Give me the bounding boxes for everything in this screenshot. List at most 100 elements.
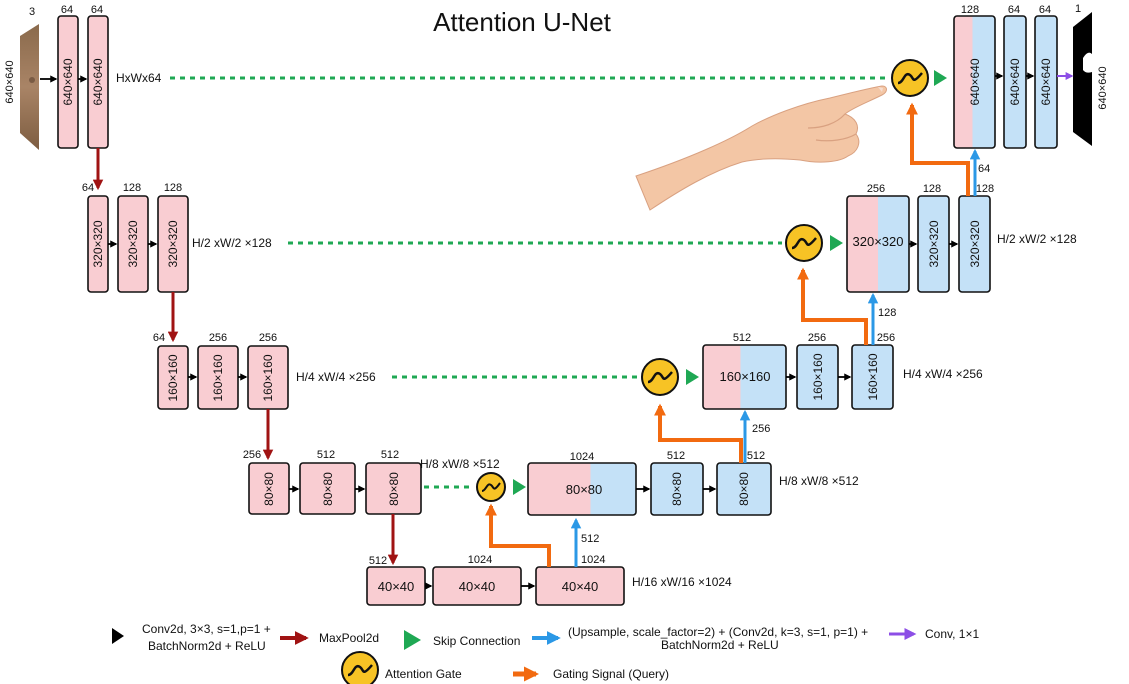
enc4-block-2: 80×80 xyxy=(299,462,356,515)
dec3-label: H/4 xW/4 ×256 xyxy=(903,367,983,381)
enc1-block-1: 640×640 xyxy=(57,15,79,149)
enc3-block-3: 160×160 xyxy=(247,345,289,410)
dec4-block-1-size: 80×80 xyxy=(670,472,684,506)
dec4-concat-size: 80×80 xyxy=(566,482,603,497)
dec4-ch-1: 512 xyxy=(667,450,685,462)
output-size-label: 640×640 xyxy=(1097,66,1109,109)
bottleneck-ch-1: 512 xyxy=(369,555,387,567)
bottleneck-block-2: 40×40 xyxy=(432,566,522,606)
enc4-ch-1: 256 xyxy=(243,449,261,461)
enc2-block-2-size: 320×320 xyxy=(126,220,140,267)
enc4-skip-label: H/8 xW/8 ×512 xyxy=(420,457,500,471)
enc3-skip-label: H/4 xW/4 ×256 xyxy=(296,370,376,384)
upsample-arrows xyxy=(570,148,981,567)
dec2-concat-size: 320×320 xyxy=(853,234,904,249)
enc2-block-2: 320×320 xyxy=(117,195,149,293)
enc1-ch-1: 64 xyxy=(61,4,73,16)
bottleneck-label: H/16 xW/16 ×1024 xyxy=(632,575,732,589)
enc2-ch-3: 128 xyxy=(164,182,182,194)
bottleneck-ch-2: 1024 xyxy=(468,554,492,566)
conv-arrows xyxy=(40,72,1035,590)
bottleneck-block-2-size: 40×40 xyxy=(459,579,496,594)
dec3-block-1-size: 160×160 xyxy=(811,353,825,400)
legend-attention-gate-label: Attention Gate xyxy=(385,667,462,681)
legend-maxpool-label: MaxPool2d xyxy=(319,631,379,645)
output-channels: 1 xyxy=(1075,3,1081,15)
bottleneck-block-1: 40×40 xyxy=(366,566,426,606)
legend-gating-label: Gating Signal (Query) xyxy=(553,667,669,681)
enc3-block-2-size: 160×160 xyxy=(211,354,225,401)
dec2-up-ch: 128 xyxy=(878,307,896,319)
dec1-concat-ch: 128 xyxy=(961,4,979,16)
dec3-concat-size: 160×160 xyxy=(720,369,771,384)
enc1-block-2: 640×640 xyxy=(87,15,109,149)
enc3-ch-1: 64 xyxy=(153,332,165,344)
skip-heads xyxy=(513,70,947,495)
dec2-block-1: 320×320 xyxy=(917,195,950,293)
enc4-block-1-size: 80×80 xyxy=(262,472,276,506)
input-channels: 3 xyxy=(29,6,35,18)
enc1-skip-label: HxWx64 xyxy=(116,71,162,85)
attention-gate-1 xyxy=(891,59,929,97)
legend-conv1x1-label: Conv, 1×1 xyxy=(925,627,979,641)
attention-gate-4 xyxy=(476,472,506,502)
dec3-ch-2: 256 xyxy=(877,332,895,344)
legend-upsample-line2: BatchNorm2d + ReLU xyxy=(661,638,779,652)
input-size-label: 640×640 xyxy=(4,60,16,103)
enc2-ch-1: 64 xyxy=(82,182,94,194)
enc1-block-1-size: 640×640 xyxy=(61,58,75,105)
input-image xyxy=(20,24,39,150)
enc2-block-1-size: 320×320 xyxy=(91,220,105,267)
enc4-ch-3: 512 xyxy=(381,449,399,461)
dec1-concat-size: 640×640 xyxy=(968,58,982,105)
dec4-block-1: 80×80 xyxy=(650,462,704,516)
enc3-block-2: 160×160 xyxy=(197,345,239,410)
enc2-block-1: 320×320 xyxy=(87,195,109,293)
dec3-up-ch: 256 xyxy=(752,423,770,435)
enc3-block-3-size: 160×160 xyxy=(261,354,275,401)
dec2-block-1-size: 320×320 xyxy=(927,220,941,267)
dec3-block-2-size: 160×160 xyxy=(866,353,880,400)
legend-skip-icon xyxy=(404,630,421,650)
dec2-concat-ch: 256 xyxy=(867,183,885,195)
bottleneck-ch-3: 1024 xyxy=(581,554,605,566)
dec4-block-2: 80×80 xyxy=(716,462,772,516)
enc1-block-2-size: 640×640 xyxy=(91,58,105,105)
dec1-block-2-size: 640×640 xyxy=(1039,58,1053,105)
dec1-concat-block: 640×640 xyxy=(953,15,996,149)
bottleneck-block-1-size: 40×40 xyxy=(378,579,415,594)
legend-conv-line2: BatchNorm2d + ReLU xyxy=(148,639,266,653)
enc2-block-3-size: 320×320 xyxy=(166,220,180,267)
dec1-block-2: 640×640 xyxy=(1034,15,1058,149)
output-mask xyxy=(1073,12,1092,146)
bottleneck-block-3: 40×40 xyxy=(535,566,625,606)
dec4-concat-ch: 1024 xyxy=(570,451,594,463)
dec1-block-1-size: 640×640 xyxy=(1008,58,1022,105)
attention-gate-3 xyxy=(641,358,679,396)
gating-signals xyxy=(485,102,970,567)
dec4-concat-block: 80×80 xyxy=(527,462,637,516)
legend: Conv2d, 3×3, s=1,p=1 + BatchNorm2d + ReL… xyxy=(112,622,979,684)
dec3-concat-block: 160×160 xyxy=(702,344,787,410)
dec2-ch-2: 128 xyxy=(976,183,994,195)
dec2-label: H/2 xW/2 ×128 xyxy=(997,232,1077,246)
legend-attention-gate-icon xyxy=(341,651,379,684)
dec4-label: H/8 xW/8 ×512 xyxy=(779,474,859,488)
dec1-up-ch: 64 xyxy=(978,163,990,175)
enc4-ch-2: 512 xyxy=(317,449,335,461)
dec4-ch-2: 512 xyxy=(747,450,765,462)
dec3-concat-ch: 512 xyxy=(733,332,751,344)
dec2-concat-block: 320×320 xyxy=(846,195,910,293)
dec3-ch-1: 256 xyxy=(808,332,826,344)
enc4-block-1: 80×80 xyxy=(248,462,290,515)
enc2-block-3: 320×320 xyxy=(157,195,189,293)
dec1-ch-2: 64 xyxy=(1039,4,1051,16)
enc3-ch-3: 256 xyxy=(259,332,277,344)
dec1-block-1: 640×640 xyxy=(1003,15,1027,149)
enc1-ch-2: 64 xyxy=(91,4,103,16)
dec2-block-2: 320×320 xyxy=(958,195,991,293)
dec1-ch-1: 64 xyxy=(1008,4,1020,16)
enc4-block-3-size: 80×80 xyxy=(387,472,401,506)
enc4-block-3: 80×80 xyxy=(365,462,422,515)
